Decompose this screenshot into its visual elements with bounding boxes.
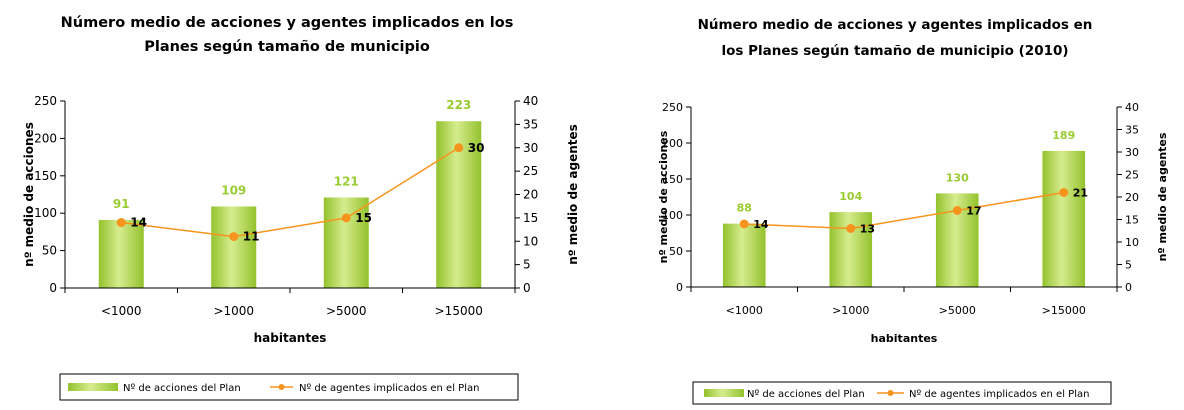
x-tick-label: >15000 (435, 304, 483, 318)
bar-value-label: 91 (113, 197, 130, 211)
y2-tick-label: 5 (1125, 259, 1132, 272)
legend-bar-label: Nº de acciones del Plan (747, 389, 865, 400)
chart-right: Número medio de acciones y agentes impli… (592, 0, 1184, 410)
y-tick-label: 150 (34, 169, 57, 183)
bar-value-label: 109 (221, 183, 246, 197)
y-tick-label: 50 (669, 245, 683, 258)
y2-tick-label: 0 (523, 281, 531, 295)
chart-left-svg: Número medio de acciones y agentes impli… (22, 15, 580, 401)
y-tick-label: 0 (49, 281, 57, 295)
y-axis-title: nº medio de acciones (22, 122, 36, 267)
bar (1042, 150, 1086, 287)
y2-axis-title: nº medio de agentes (1156, 132, 1169, 261)
chart-title-line: los Planes según tamaño de municipio (20… (721, 43, 1068, 59)
legend-line-marker (278, 384, 285, 390)
y-tick-label: 50 (42, 244, 57, 258)
agents-value-label: 14 (130, 216, 147, 230)
y2-tick-label: 5 (523, 258, 531, 272)
agents-value-label: 17 (966, 205, 981, 218)
bar-value-label: 189 (1052, 129, 1075, 142)
legend-line-marker (887, 390, 894, 396)
y2-tick-label: 35 (1125, 124, 1139, 137)
y2-tick-label: 40 (523, 94, 538, 108)
legend-bar-swatch (68, 383, 118, 391)
y-tick-label: 250 (34, 94, 57, 108)
agents-point (952, 206, 962, 215)
y2-tick-label: 30 (523, 141, 538, 155)
bar-value-label: 130 (946, 171, 969, 184)
bar-value-label: 88 (737, 202, 752, 215)
y2-axis-title: nº medio de agentes (566, 124, 580, 265)
y2-tick-label: 10 (523, 234, 538, 248)
agents-point (454, 143, 464, 153)
bar (722, 223, 766, 287)
x-tick-label: >1000 (213, 304, 254, 318)
agents-point (739, 219, 749, 229)
chart-right-svg: Número medio de acciones y agentes impli… (657, 17, 1169, 405)
y2-tick-label: 0 (1125, 281, 1132, 294)
agents-point (229, 232, 239, 242)
x-tick-label: >15000 (1042, 304, 1086, 317)
y-tick-label: 200 (662, 137, 683, 150)
y2-tick-label: 10 (1125, 236, 1139, 249)
chart-title-line: Planes según tamaño de municipio (144, 39, 430, 55)
legend-line-label: Nº de agentes implicados en el Plan (299, 383, 479, 394)
x-tick-label: <1000 (726, 304, 763, 317)
agents-point (1059, 188, 1069, 197)
agents-value-label: 13 (860, 223, 875, 236)
chart-left: Número medio de acciones y agentes impli… (22, 15, 580, 401)
agents-line (744, 191, 1064, 230)
x-tick-label: <1000 (101, 304, 142, 318)
bar (98, 219, 144, 288)
y2-tick-label: 15 (523, 211, 538, 225)
agents-point (341, 213, 351, 223)
bar (323, 197, 369, 288)
y-tick-label: 200 (34, 131, 57, 145)
y2-tick-label: 30 (1125, 146, 1139, 159)
bar-value-label: 104 (839, 190, 862, 203)
x-tick-label: >5000 (939, 304, 976, 317)
x-tick-label: >5000 (326, 304, 367, 318)
y-tick-label: 250 (662, 101, 683, 114)
y2-tick-label: 20 (523, 188, 538, 202)
y2-tick-label: 20 (1125, 191, 1139, 204)
x-axis-title: habitantes (254, 331, 327, 345)
chart-title-line: Número medio de acciones y agentes impli… (698, 17, 1093, 33)
agents-value-label: 11 (243, 230, 260, 244)
y-tick-label: 100 (34, 206, 57, 220)
agents-point (846, 224, 856, 233)
legend-bar-swatch (704, 389, 744, 397)
agents-value-label: 15 (355, 211, 372, 225)
bar-value-label: 223 (446, 98, 471, 112)
bar-value-label: 121 (334, 174, 359, 188)
agents-value-label: 14 (753, 218, 769, 231)
chart-title-line: Número medio de acciones y agentes impli… (61, 15, 514, 31)
y-tick-label: 150 (662, 173, 683, 186)
y-tick-label: 100 (662, 209, 683, 222)
y2-tick-label: 25 (523, 164, 538, 178)
y2-tick-label: 15 (1125, 214, 1139, 227)
y2-tick-label: 25 (1125, 169, 1139, 182)
y2-tick-label: 40 (1125, 101, 1139, 114)
x-axis-title: habitantes (871, 332, 938, 345)
agents-point (116, 218, 126, 228)
legend-bar-label: Nº de acciones del Plan (123, 383, 241, 394)
agents-value-label: 21 (1073, 187, 1088, 200)
y-axis-title: nº medio de acciones (657, 130, 670, 263)
legend-line-label: Nº de agentes implicados en el Plan (909, 389, 1089, 400)
agents-value-label: 30 (468, 141, 485, 155)
x-tick-label: >1000 (832, 304, 869, 317)
bar (211, 206, 257, 288)
y-tick-label: 0 (676, 281, 683, 294)
y2-tick-label: 35 (523, 117, 538, 131)
agents-line (121, 147, 460, 238)
